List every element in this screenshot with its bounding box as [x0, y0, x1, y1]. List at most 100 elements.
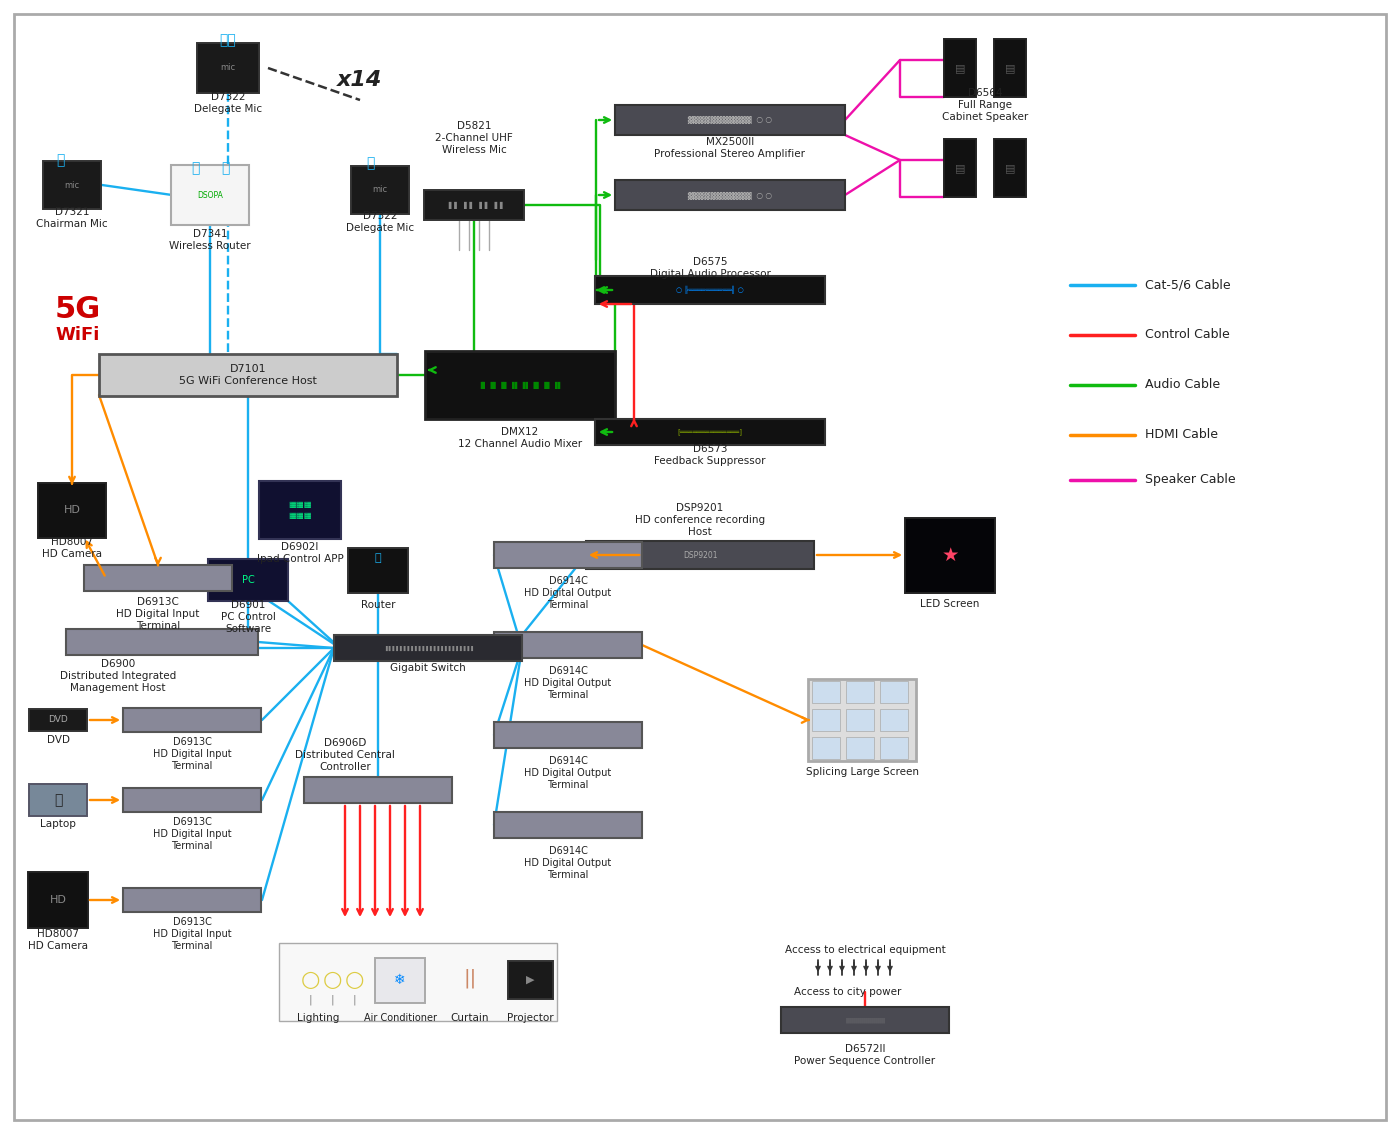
Text: 〜: 〜: [56, 153, 64, 167]
Bar: [494, 542, 643, 568]
Bar: [209, 559, 288, 601]
Text: D6914C
HD Digital Output
Terminal: D6914C HD Digital Output Terminal: [525, 756, 612, 789]
Text: D6914C
HD Digital Output
Terminal: D6914C HD Digital Output Terminal: [525, 667, 612, 700]
Bar: [812, 709, 840, 731]
Bar: [123, 788, 260, 812]
Text: 〜: 〜: [190, 161, 199, 175]
Text: mic: mic: [372, 186, 388, 195]
Bar: [881, 709, 909, 731]
Text: D7341
Wireless Router: D7341 Wireless Router: [169, 229, 251, 251]
Text: Speaker Cable: Speaker Cable: [1145, 474, 1236, 486]
Bar: [808, 679, 916, 761]
Text: D6901
PC Control
Software: D6901 PC Control Software: [221, 600, 276, 634]
Text: ▓▓▓▓▓▓▓▓▓▓▓  ○ ○: ▓▓▓▓▓▓▓▓▓▓▓ ○ ○: [687, 116, 773, 125]
Bar: [615, 105, 846, 135]
Text: ▐▐  ▐▐  ▐▐  ▐▐: ▐▐ ▐▐ ▐▐ ▐▐: [445, 202, 503, 209]
Text: D6914C
HD Digital Output
Terminal: D6914C HD Digital Output Terminal: [525, 846, 612, 880]
Bar: [99, 354, 398, 396]
Text: ○ ╠══════════╣ ○: ○ ╠══════════╣ ○: [676, 286, 743, 294]
Text: mic: mic: [220, 64, 235, 73]
Text: Control Cable: Control Cable: [1145, 329, 1229, 341]
Text: Curtain: Curtain: [451, 1013, 489, 1023]
Bar: [424, 191, 524, 220]
Bar: [494, 632, 643, 658]
Bar: [846, 737, 874, 759]
Text: Access to electrical equipment: Access to electrical equipment: [784, 945, 945, 955]
Bar: [812, 737, 840, 759]
Text: DVD: DVD: [48, 716, 67, 725]
Text: D7322
Delegate Mic: D7322 Delegate Mic: [346, 211, 414, 232]
Text: DVD: DVD: [46, 735, 70, 745]
Text: mic: mic: [64, 180, 80, 189]
Bar: [881, 682, 909, 703]
Bar: [595, 418, 825, 445]
Bar: [944, 139, 976, 197]
Text: D7101
5G WiFi Conference Host: D7101 5G WiFi Conference Host: [179, 364, 316, 386]
Bar: [846, 682, 874, 703]
Bar: [43, 161, 101, 209]
Text: D6572II
Power Sequence Controller: D6572II Power Sequence Controller: [794, 1044, 935, 1066]
Text: ▤: ▤: [955, 163, 965, 174]
Text: Air Conditioner: Air Conditioner: [364, 1013, 437, 1023]
Text: ||: ||: [463, 968, 476, 988]
Text: D6900
Distributed Integrated
Management Host: D6900 Distributed Integrated Management …: [60, 659, 176, 693]
Text: ▤: ▤: [1005, 163, 1015, 174]
Text: PC: PC: [242, 575, 255, 585]
Text: D6914C
HD Digital Output
Terminal: D6914C HD Digital Output Terminal: [525, 576, 612, 610]
Text: [══════════════]: [══════════════]: [678, 429, 742, 435]
Bar: [28, 872, 88, 928]
Text: D6913C
HD Digital Input
Terminal: D6913C HD Digital Input Terminal: [116, 598, 200, 631]
Bar: [426, 352, 615, 418]
Bar: [279, 943, 557, 1021]
Bar: [944, 39, 976, 98]
Bar: [351, 166, 409, 214]
Bar: [812, 682, 840, 703]
Bar: [123, 708, 260, 733]
Text: HDMI Cable: HDMI Cable: [1145, 429, 1218, 441]
Text: D6902I
Ipad Control APP: D6902I Ipad Control APP: [256, 542, 343, 564]
Bar: [259, 481, 342, 539]
Text: Router: Router: [361, 600, 395, 610]
Bar: [781, 1007, 949, 1033]
Text: D7321
Chairman Mic: D7321 Chairman Mic: [36, 208, 108, 229]
Text: ▶: ▶: [526, 975, 535, 985]
Bar: [84, 565, 232, 591]
Bar: [29, 709, 87, 731]
Text: D6906D
Distributed Central
Controller: D6906D Distributed Central Controller: [295, 738, 395, 771]
Text: Laptop: Laptop: [41, 819, 76, 829]
Text: D7322
Delegate Mic: D7322 Delegate Mic: [195, 92, 262, 113]
Bar: [595, 276, 825, 304]
Text: ▤: ▤: [955, 64, 965, 73]
Text: LED Screen: LED Screen: [920, 599, 980, 609]
Bar: [335, 635, 522, 661]
Text: ▓▓▓▓▓▓▓▓▓▓▓  ○ ○: ▓▓▓▓▓▓▓▓▓▓▓ ○ ○: [687, 191, 773, 200]
Text: 💻: 💻: [53, 793, 62, 807]
Text: Cat-5/6 Cable: Cat-5/6 Cable: [1145, 279, 1231, 291]
Text: 〜: 〜: [221, 161, 230, 175]
Text: |: |: [353, 995, 356, 1005]
Bar: [846, 709, 874, 731]
Bar: [304, 777, 452, 803]
Text: ▤: ▤: [1005, 64, 1015, 73]
Text: HD8007
HD Camera: HD8007 HD Camera: [28, 929, 88, 950]
Text: ❄: ❄: [395, 973, 406, 987]
Text: 〜〜: 〜〜: [220, 33, 237, 46]
Text: ★: ★: [941, 545, 959, 565]
Text: D6913C
HD Digital Input
Terminal: D6913C HD Digital Input Terminal: [153, 737, 231, 771]
Bar: [197, 43, 259, 93]
Text: ○: ○: [344, 970, 364, 990]
Text: D6913C
HD Digital Input
Terminal: D6913C HD Digital Input Terminal: [153, 917, 231, 950]
Bar: [615, 180, 846, 210]
Text: D5821
2-Channel UHF
Wireless Mic: D5821 2-Channel UHF Wireless Mic: [435, 121, 512, 154]
Bar: [881, 737, 909, 759]
Text: D6564
Full Range
Cabinet Speaker: D6564 Full Range Cabinet Speaker: [942, 88, 1028, 121]
Text: Access to city power: Access to city power: [794, 987, 902, 997]
Text: ||||||||||||||||||||: ||||||||||||||||||||: [846, 1017, 885, 1023]
Text: D6575
Digital Audio Processor: D6575 Digital Audio Processor: [650, 257, 770, 279]
Bar: [494, 812, 643, 838]
Text: 〜: 〜: [365, 156, 374, 170]
Bar: [587, 541, 813, 569]
Bar: [66, 629, 258, 655]
Bar: [994, 139, 1026, 197]
Bar: [171, 166, 249, 225]
